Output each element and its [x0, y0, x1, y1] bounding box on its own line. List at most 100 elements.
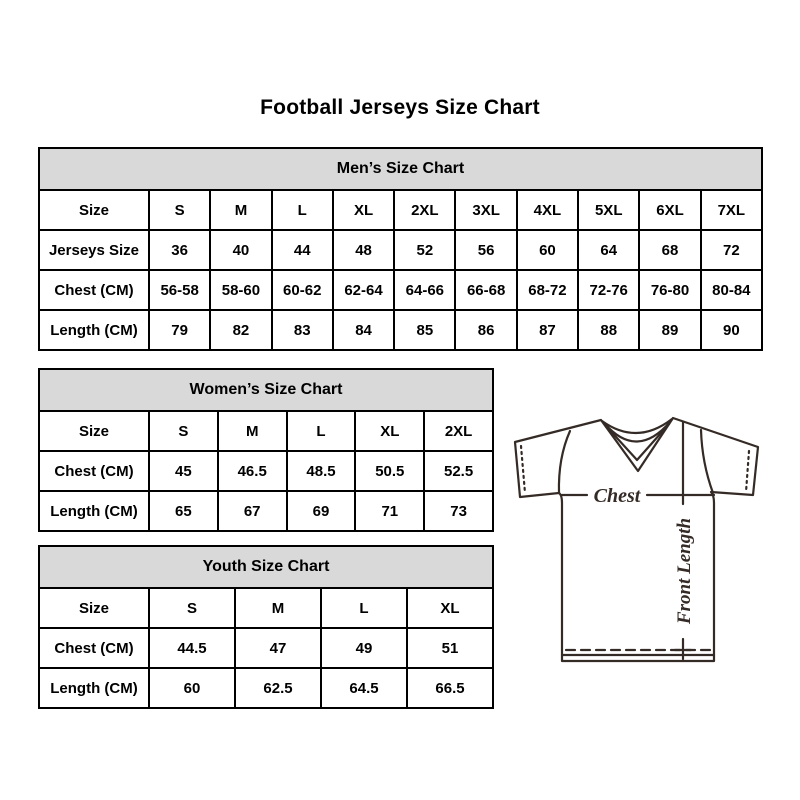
- table-row: Chest (CM) 56-58 58-60 60-62 62-64 64-66 66-68…: [38, 269, 764, 311]
- left-cuff-stitch: [519, 444, 527, 495]
- size-cell: 89: [638, 309, 702, 351]
- size-cell: 72: [699, 229, 764, 271]
- size-cell: 56: [454, 229, 518, 271]
- table-title-row: Men’s Size Chart: [38, 147, 763, 191]
- size-cell: 50.5: [354, 450, 426, 492]
- size-cell: 87: [515, 309, 580, 351]
- size-cell: 58-60: [209, 269, 273, 311]
- size-cell: 85: [393, 309, 457, 351]
- size-cell: 36: [147, 229, 212, 271]
- size-cell: 51: [406, 627, 494, 669]
- size-cell: 66.5: [406, 667, 494, 709]
- size-cell: 68-72: [515, 269, 580, 311]
- size-cell: 82: [209, 309, 273, 351]
- size-cell: 40: [209, 229, 273, 271]
- size-cell: 66-68: [454, 269, 518, 311]
- left-armhole-seam: [557, 429, 572, 495]
- size-cell: L: [320, 587, 408, 629]
- size-cell: 44.5: [148, 627, 236, 669]
- size-cell: 84: [331, 309, 396, 351]
- row-label: Length (CM): [38, 490, 150, 532]
- size-cell: 60: [515, 229, 580, 271]
- row-label: Size: [38, 189, 150, 231]
- size-cell: 62-64: [331, 269, 396, 311]
- size-cell: 52: [393, 229, 457, 271]
- size-cell: 60-62: [270, 269, 334, 311]
- jersey-measurement-diagram: Chest Front Length: [513, 416, 760, 663]
- page-title: Football Jerseys Size Chart: [260, 96, 540, 119]
- jersey-outline-shape: [513, 416, 760, 663]
- collar-arc-outer: [600, 417, 674, 435]
- table-row: Chest (CM) 44.5 47 49 51: [38, 627, 494, 669]
- table-row: Size S M L XL 2XL 3XL 4XL 5XL 6XL 7XL: [38, 189, 764, 231]
- size-cell: 80-84: [699, 269, 764, 311]
- size-cell: 4XL: [515, 189, 580, 231]
- size-cell: 60: [148, 667, 236, 709]
- chest-label: Chest: [594, 485, 642, 507]
- size-cell: 79: [147, 309, 212, 351]
- table-title: Women’s Size Chart: [38, 368, 494, 412]
- womens-size-table: Women’s Size Chart Size S M L XL 2XL Chest (CM)…: [38, 368, 494, 532]
- size-cell: 64-66: [393, 269, 457, 311]
- row-label: Length (CM): [38, 667, 150, 709]
- row-label: Size: [38, 410, 150, 452]
- size-cell: 90: [699, 309, 764, 351]
- front-length-measure-line: [673, 420, 693, 661]
- youth-size-table: Youth Size Chart Size S M L XL Chest (CM) 44.5 4…: [38, 545, 494, 709]
- size-cell: L: [285, 410, 357, 452]
- size-cell: S: [147, 189, 212, 231]
- size-cell: S: [148, 587, 236, 629]
- size-cell: XL: [354, 410, 426, 452]
- table-row: Length (CM) 60 62.5 64.5 66.5: [38, 667, 494, 709]
- row-label: Size: [38, 587, 150, 629]
- table-row: Size S M L XL: [38, 587, 494, 629]
- front-length-label: Front Length: [674, 518, 695, 625]
- table-row: Size S M L XL 2XL: [38, 410, 494, 452]
- row-label: Jerseys Size: [38, 229, 150, 271]
- table-row: Chest (CM) 45 46.5 48.5 50.5 52.5: [38, 450, 494, 492]
- size-cell: 86: [454, 309, 518, 351]
- size-cell: L: [270, 189, 334, 231]
- table-title-row: Youth Size Chart: [38, 545, 494, 589]
- size-cell: 2XL: [393, 189, 457, 231]
- size-cell: M: [209, 189, 273, 231]
- size-cell: 44: [270, 229, 334, 271]
- size-cell: M: [234, 587, 322, 629]
- size-cell: 69: [285, 490, 357, 532]
- row-label: Chest (CM): [38, 450, 150, 492]
- table-title: Youth Size Chart: [38, 545, 494, 589]
- right-armhole-seam: [699, 428, 715, 495]
- size-cell: 64.5: [320, 667, 408, 709]
- size-cell: 56-58: [147, 269, 212, 311]
- size-cell: 7XL: [699, 189, 764, 231]
- size-cell: 83: [270, 309, 334, 351]
- size-cell: 46.5: [216, 450, 288, 492]
- size-cell: 71: [354, 490, 426, 532]
- size-cell: 67: [216, 490, 288, 532]
- size-cell: XL: [406, 587, 494, 629]
- table-title: Men’s Size Chart: [38, 147, 763, 191]
- size-cell: 47: [234, 627, 322, 669]
- size-cell: 2XL: [423, 410, 494, 452]
- size-cell: 49: [320, 627, 408, 669]
- size-cell: 68: [638, 229, 702, 271]
- size-cell: 62.5: [234, 667, 322, 709]
- size-cell: 73: [423, 490, 494, 532]
- table-row: Jerseys Size 36 40 44 48 52 56 60 64 68 72: [38, 229, 764, 271]
- right-cuff-stitch: [744, 449, 751, 494]
- table-row: Length (CM) 79 82 83 84 85 86 87 88 89 90: [38, 309, 764, 351]
- size-cell: 5XL: [577, 189, 641, 231]
- size-cell: 72-76: [577, 269, 641, 311]
- size-cell: XL: [331, 189, 396, 231]
- size-cell: 65: [148, 490, 219, 532]
- collar-v-band: [604, 422, 671, 462]
- size-cell: 88: [577, 309, 641, 351]
- row-label: Chest (CM): [38, 627, 150, 669]
- size-cell: 48.5: [285, 450, 357, 492]
- table-row: Length (CM) 65 67 69 71 73: [38, 490, 494, 532]
- size-cell: 45: [148, 450, 219, 492]
- size-cell: 3XL: [454, 189, 518, 231]
- size-cell: 6XL: [638, 189, 702, 231]
- size-cell: 52.5: [423, 450, 494, 492]
